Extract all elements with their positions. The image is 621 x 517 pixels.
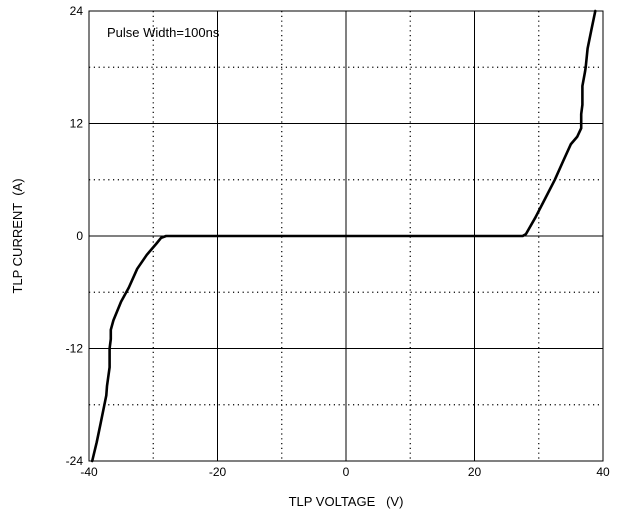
x-tick-label: 20 [468,465,482,479]
series-layer [90,9,597,463]
y-tick-label: 24 [70,4,84,18]
y-axis-title: TLP CURRENT (A) [10,178,25,293]
x-tick-label: 40 [596,465,610,479]
y-tick-label: 12 [70,117,84,131]
x-tick-label: -40 [80,465,98,479]
x-tick-labels: -40 -20 0 20 40 [80,465,610,479]
x-tick-label: -20 [209,465,227,479]
plot-frame [88,10,604,462]
y-tick-label: -12 [66,342,84,356]
pulse-width-annotation: Pulse Width=100ns [107,25,220,40]
y-tick-labels: -24 -12 0 12 24 [66,4,84,468]
x-tick-label: 0 [343,465,350,479]
x-axis-title: TLP VOLTAGE (V) [289,494,404,509]
iv-curve [90,9,597,463]
y-tick-label: -24 [66,454,84,468]
y-tick-label: 0 [76,229,83,243]
minor-grid [89,11,603,461]
